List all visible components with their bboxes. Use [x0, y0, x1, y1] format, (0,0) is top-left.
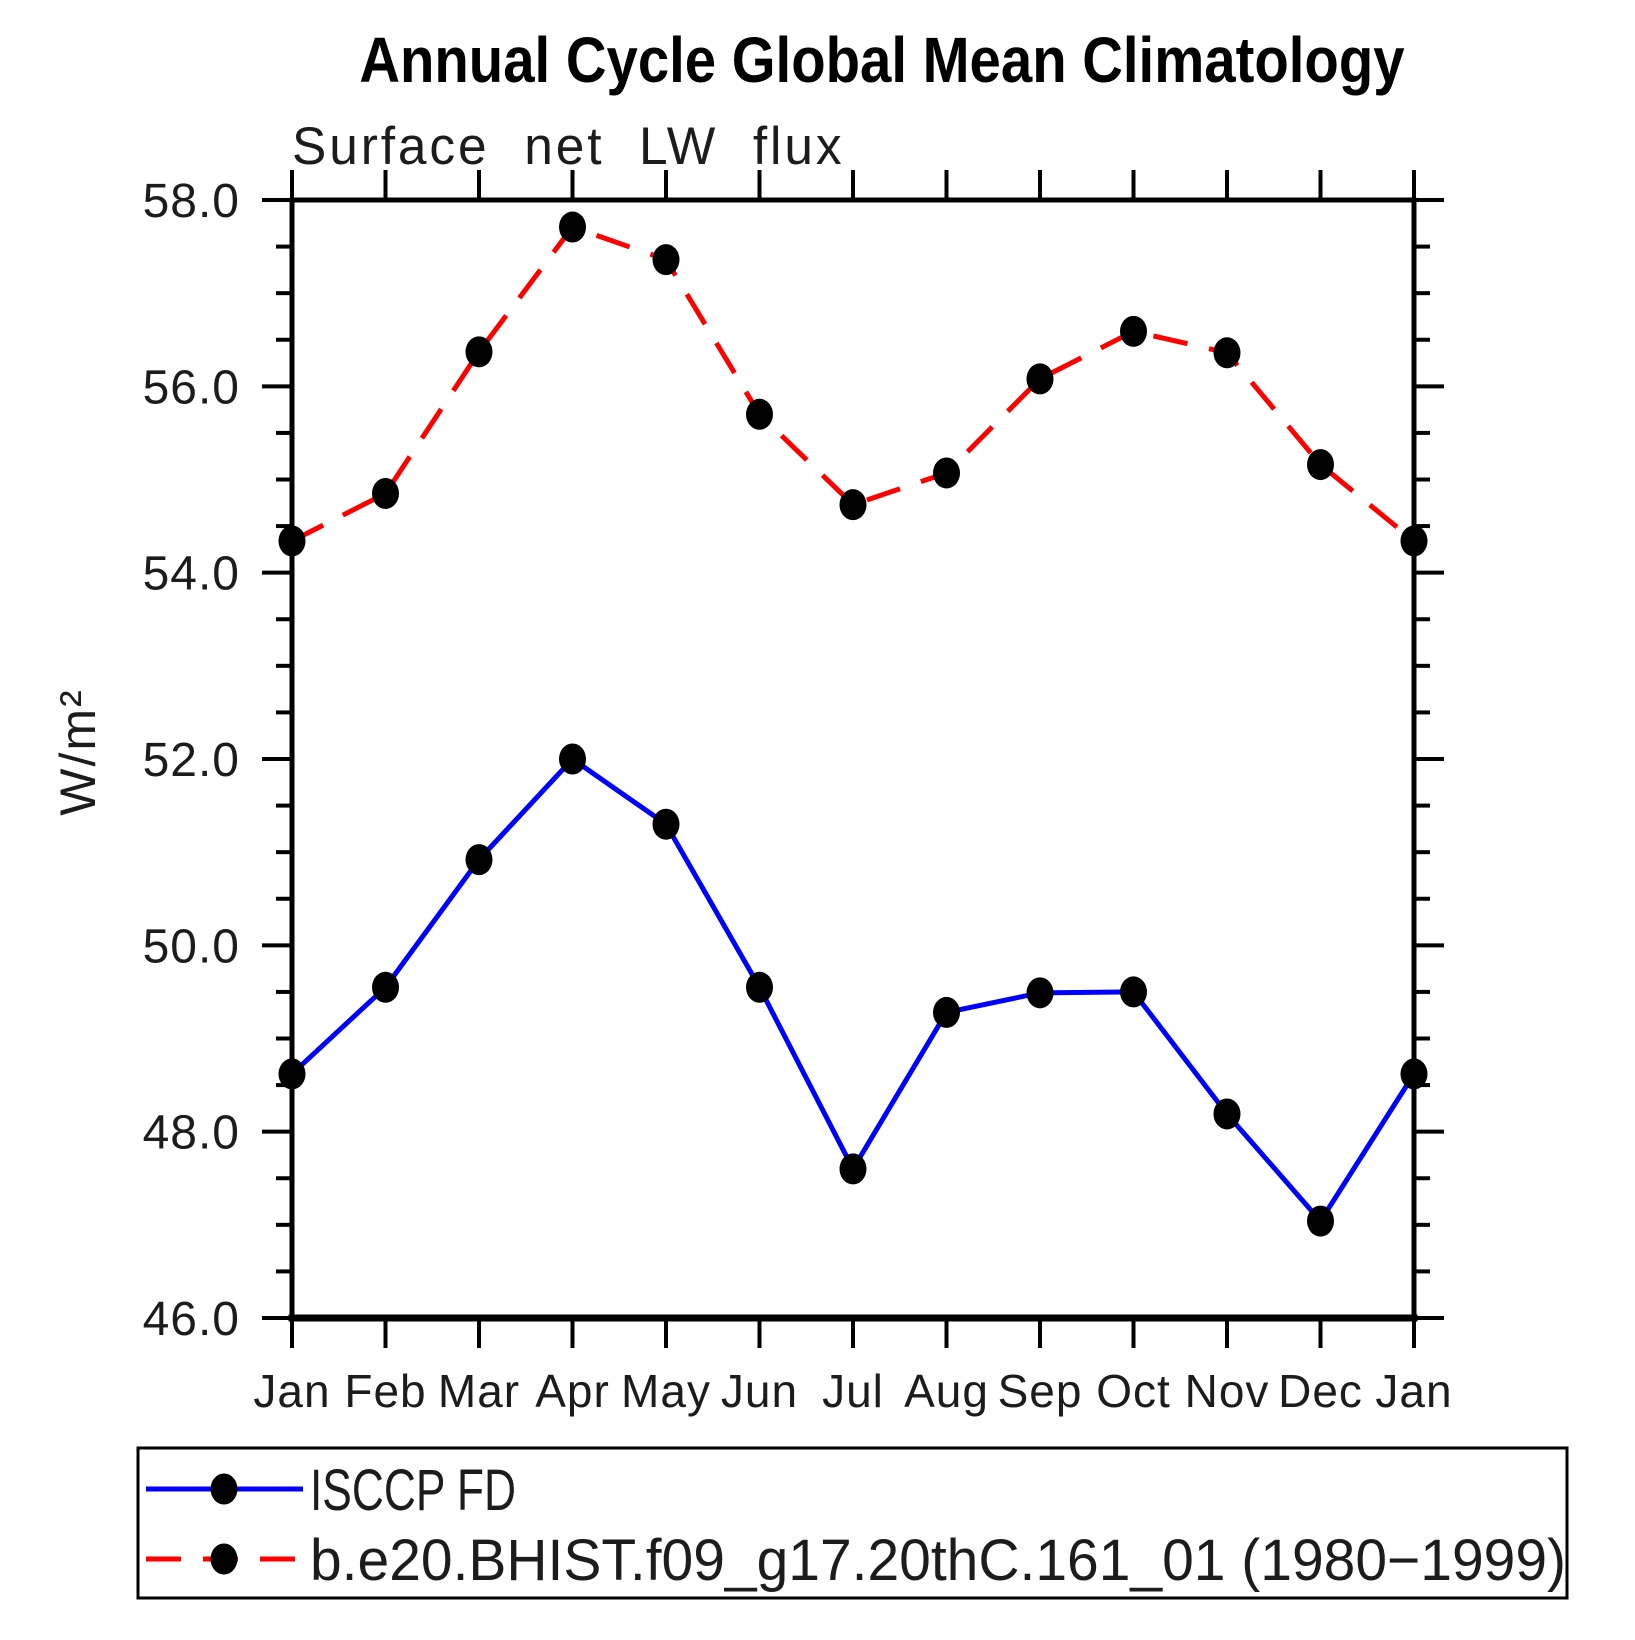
data-point-marker	[1307, 449, 1334, 481]
x-tick-label: Apr	[535, 1365, 610, 1417]
data-point-marker	[839, 1153, 867, 1185]
data-point-marker	[372, 477, 399, 509]
y-tick-label: 58.0	[143, 175, 240, 228]
x-tick-label: Mar	[438, 1365, 520, 1417]
y-axis-label: W/m²	[50, 688, 106, 816]
data-point-marker	[372, 971, 399, 1003]
data-point-marker	[1213, 1098, 1241, 1130]
x-tick-label: Feb	[344, 1365, 426, 1417]
data-point-marker	[1307, 1205, 1334, 1237]
data-point-marker	[559, 743, 586, 775]
data-point-marker	[1213, 337, 1241, 369]
y-tick-label: 48.0	[143, 1107, 240, 1160]
x-ticks: Jan Feb Mar Apr May Jun Jul Aug Sep Oct Nov Dec Jan	[253, 170, 1452, 1417]
legend-sample-marker	[210, 1543, 238, 1575]
x-tick-label: Sep	[998, 1365, 1083, 1417]
x-tick-label: Nov	[1185, 1365, 1270, 1417]
y-tick-label: 52.0	[143, 734, 240, 787]
x-tick-label: Jan	[1375, 1365, 1452, 1417]
data-point-marker	[1120, 315, 1147, 347]
series-line	[290, 756, 1417, 1224]
data-point-marker	[559, 211, 586, 243]
data-point-marker	[1120, 976, 1147, 1008]
data-point-marker	[278, 1058, 306, 1090]
legend-label: b.e20.BHIST.f09_g17.20thC.161_01 (1980−1…	[310, 1528, 1566, 1593]
chart-subtitle: Surface net LW flux	[292, 117, 845, 176]
x-tick-label: Aug	[904, 1365, 989, 1417]
x-tick-label: Jul	[822, 1365, 884, 1417]
chart-title: Annual Cycle Global Mean Climatology	[359, 24, 1405, 96]
legend-box	[136, 1446, 1569, 1600]
series-model	[278, 211, 1428, 557]
data-point-marker	[465, 844, 493, 876]
y-tick-label: 56.0	[143, 361, 240, 414]
x-tick-label: Jan	[253, 1365, 330, 1417]
data-point-marker	[933, 996, 960, 1028]
data-point-marker	[933, 457, 960, 489]
x-tick-label: Dec	[1278, 1365, 1363, 1417]
data-point-marker	[1026, 977, 1054, 1009]
data-point-marker	[465, 336, 493, 368]
x-tick-label: May	[621, 1365, 711, 1417]
legend-sample-marker	[210, 1473, 238, 1505]
legend: ISCCP FDb.e20.BHIST.f09_g17.20thC.161_01…	[136, 1446, 1569, 1600]
data-point-marker	[1026, 363, 1054, 395]
x-tick-label: Oct	[1096, 1365, 1171, 1417]
y-tick-label: 50.0	[143, 920, 240, 973]
data-point-marker	[839, 489, 867, 521]
data-point-marker	[278, 525, 306, 557]
data-point-marker	[746, 971, 773, 1003]
x-tick-label: Jun	[721, 1365, 798, 1417]
y-tick-label: 46.0	[143, 1293, 240, 1346]
data-point-marker	[652, 808, 680, 840]
series-isccp-fd	[278, 743, 1428, 1237]
data-point-marker	[1400, 1058, 1428, 1090]
data-point-marker	[746, 398, 773, 430]
y-tick-label: 54.0	[143, 548, 240, 601]
data-point-marker	[652, 244, 680, 276]
legend-label: ISCCP FD	[310, 1458, 516, 1523]
data-point-marker	[1400, 525, 1428, 557]
y-ticks: 46.0 48.0 50.0 52.0 54.0 56.0 58.0	[143, 175, 1444, 1346]
